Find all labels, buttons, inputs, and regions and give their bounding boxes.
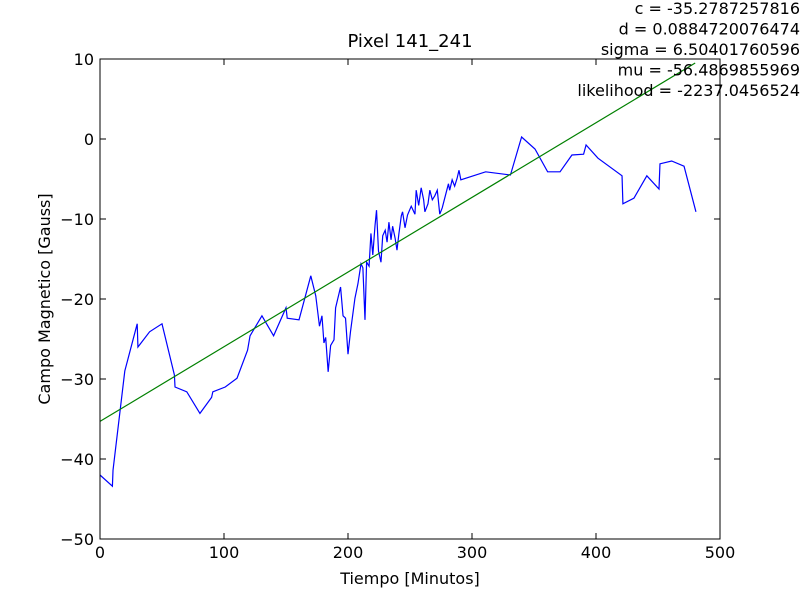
y-tick-label: −50 (60, 530, 94, 549)
x-tick-label: 100 (209, 543, 240, 562)
y-tick-label: 0 (84, 130, 94, 149)
y-tick-label: −10 (60, 210, 94, 229)
annotation: d = 0.0884720076474 (619, 20, 800, 39)
y-tick-label: −40 (60, 450, 94, 469)
annotation: likelihood = -2237.0456524 (577, 81, 800, 100)
data-line (99, 135, 697, 488)
chart-title: Pixel 141_241 (347, 31, 472, 52)
x-tick-label: 300 (457, 543, 488, 562)
plot-frame (99, 58, 721, 540)
y-tick-label: −20 (60, 290, 94, 309)
x-axis-label: Tiempo [Minutos] (339, 569, 480, 588)
y-tick-label: 10 (74, 50, 94, 69)
x-tick-label: 500 (705, 543, 736, 562)
annotation: c = -35.2787257816 (635, 0, 800, 18)
x-tick-label: 200 (333, 543, 364, 562)
data-line (99, 62, 696, 422)
x-tick-label: 0 (95, 543, 105, 562)
y-tick-label: −30 (60, 370, 94, 389)
y-axis-label: Campo Magnetico [Gauss] (35, 193, 54, 404)
annotation: sigma = 6.50401760596 (601, 40, 800, 59)
x-tick-label: 400 (581, 543, 612, 562)
annotation: mu = -56.4869855969 (618, 61, 800, 80)
